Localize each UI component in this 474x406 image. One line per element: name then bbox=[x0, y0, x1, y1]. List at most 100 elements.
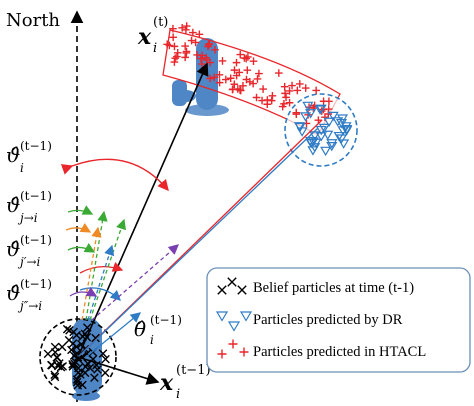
dr-region bbox=[284, 93, 358, 167]
particle bbox=[301, 84, 310, 92]
particle bbox=[282, 93, 290, 102]
particle bbox=[295, 80, 304, 88]
particle bbox=[320, 146, 332, 157]
particle bbox=[67, 345, 76, 355]
particle bbox=[322, 130, 334, 141]
particle bbox=[307, 146, 319, 156]
particle bbox=[258, 96, 266, 105]
particle bbox=[68, 361, 78, 371]
particle bbox=[296, 127, 308, 137]
particle bbox=[170, 58, 179, 66]
particle bbox=[288, 81, 296, 90]
particle bbox=[237, 285, 247, 295]
particle bbox=[98, 349, 108, 358]
particle bbox=[299, 112, 312, 122]
particle bbox=[198, 51, 206, 60]
particle bbox=[50, 370, 59, 380]
curve-v-jppi bbox=[69, 286, 98, 297]
particle bbox=[326, 141, 338, 152]
particle bbox=[253, 75, 262, 83]
arc-v-i bbox=[60, 158, 169, 192]
arrow-blue-short bbox=[87, 244, 115, 321]
particle bbox=[101, 354, 110, 364]
particle bbox=[72, 342, 81, 352]
particle bbox=[195, 30, 204, 39]
particle bbox=[215, 71, 224, 79]
particle bbox=[218, 57, 227, 65]
particle bbox=[210, 73, 219, 82]
particle bbox=[228, 339, 238, 349]
svg-text:(t−1): (t−1) bbox=[20, 139, 52, 153]
particle bbox=[232, 58, 241, 67]
particle bbox=[292, 110, 301, 118]
belief-region bbox=[39, 318, 117, 396]
particle bbox=[47, 361, 57, 370]
line-to-xt bbox=[77, 62, 209, 358]
particle bbox=[239, 81, 247, 90]
particle bbox=[333, 131, 345, 142]
particle bbox=[335, 134, 348, 144]
particle bbox=[173, 52, 181, 61]
particle bbox=[259, 85, 267, 93]
svg-text:ϑ̂: ϑ̂ bbox=[6, 237, 20, 261]
particle bbox=[171, 54, 180, 63]
particle bbox=[249, 79, 257, 88]
particle bbox=[73, 368, 83, 377]
particle bbox=[285, 87, 294, 95]
particle bbox=[268, 92, 277, 100]
svg-text:i: i bbox=[150, 333, 154, 347]
particle bbox=[294, 122, 306, 133]
particle bbox=[227, 321, 241, 332]
particle bbox=[285, 98, 294, 107]
svg-text:i: i bbox=[153, 41, 157, 56]
particle bbox=[302, 101, 314, 112]
particle bbox=[222, 75, 230, 84]
particle bbox=[275, 69, 283, 77]
particle bbox=[72, 377, 82, 387]
particle bbox=[239, 311, 253, 322]
svg-text:(t−1): (t−1) bbox=[176, 363, 211, 378]
svg-text:ϑ̂: ϑ̂ bbox=[6, 281, 20, 305]
particle bbox=[236, 86, 244, 94]
label-theta: θ̂ (t−1) i bbox=[134, 313, 182, 347]
particle bbox=[304, 136, 317, 147]
legend-item-dr: Particles predicted by DR bbox=[215, 311, 403, 332]
legend-box bbox=[206, 267, 471, 373]
arrow-v-ji-green2 bbox=[89, 218, 126, 321]
particle bbox=[170, 42, 179, 51]
red-plus-icon bbox=[217, 339, 249, 359]
svg-text:Belief particles at time (t-1): Belief particles at time (t-1) bbox=[253, 280, 414, 296]
particle bbox=[312, 86, 320, 95]
particle bbox=[281, 89, 289, 98]
particle bbox=[52, 353, 61, 362]
particle bbox=[310, 138, 322, 149]
svg-text:x: x bbox=[159, 370, 174, 396]
particle bbox=[50, 372, 60, 382]
svg-text:θ̂: θ̂ bbox=[134, 317, 146, 341]
particle bbox=[341, 124, 353, 135]
particle bbox=[100, 368, 110, 378]
label-v-i: ϑ̂ (t−1) i bbox=[6, 139, 52, 175]
particle bbox=[240, 54, 249, 62]
svg-text:ϑ̂: ϑ̂ bbox=[6, 193, 20, 217]
particle bbox=[178, 24, 186, 32]
particle bbox=[332, 117, 344, 127]
arrow-theta bbox=[85, 312, 142, 358]
particle bbox=[217, 285, 227, 295]
particle bbox=[335, 118, 348, 129]
particle bbox=[293, 86, 302, 95]
htacl-particles bbox=[163, 22, 333, 128]
svg-text:j″→i: j″→i bbox=[17, 299, 42, 313]
label-v-jppi: ϑ̂ (t−1) j″→i bbox=[6, 277, 52, 313]
particle bbox=[319, 97, 328, 106]
particle bbox=[255, 69, 263, 78]
particle bbox=[215, 78, 224, 87]
particle bbox=[249, 57, 258, 65]
particle bbox=[215, 311, 229, 322]
svg-text:j→i: j→i bbox=[17, 211, 38, 225]
particle bbox=[169, 33, 177, 42]
particle bbox=[85, 363, 95, 373]
particle bbox=[43, 349, 53, 359]
